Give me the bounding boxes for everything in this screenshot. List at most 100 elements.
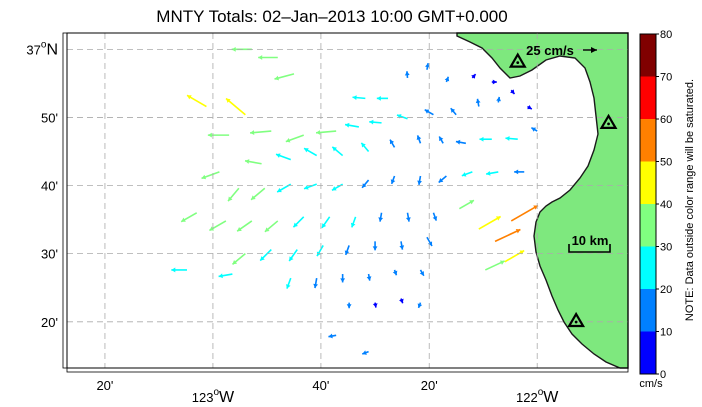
current-vector xyxy=(378,212,384,222)
colorbar-tick-label-5: 50 xyxy=(660,157,672,169)
colorbar-tick-label-0: 0 xyxy=(660,369,666,381)
current-vector xyxy=(313,277,319,289)
current-vector xyxy=(264,220,279,233)
current-vector xyxy=(404,71,410,79)
current-vector xyxy=(231,252,246,266)
current-vector xyxy=(505,136,518,141)
colorbar-tick-label-7: 70 xyxy=(660,72,672,84)
current-vector xyxy=(207,132,230,138)
current-vector xyxy=(527,104,533,110)
map-grid xyxy=(67,33,628,368)
station-markers xyxy=(508,52,618,328)
x-tick-label-1: 123oW xyxy=(192,387,235,406)
map-area xyxy=(62,32,629,373)
current-vector xyxy=(450,107,457,116)
current-vector xyxy=(321,216,331,229)
current-vector xyxy=(285,134,304,143)
current-vector xyxy=(389,139,396,148)
current-vector xyxy=(432,212,438,221)
current-vector xyxy=(361,350,369,355)
x-tick-label-2: 40' xyxy=(312,378,329,393)
current-vector xyxy=(458,199,475,210)
current-vector xyxy=(201,171,220,180)
y-tick-label-3: 30' xyxy=(41,247,58,262)
current-vector xyxy=(372,302,378,308)
colorbar-tick-label-1: 10 xyxy=(660,327,672,339)
current-vector xyxy=(344,245,350,256)
station-marker-2 xyxy=(567,311,586,328)
current-vector xyxy=(461,171,473,177)
colorbar-note: NOTE: Data outside color range will be s… xyxy=(684,79,696,321)
x-axis-labels: 20' 123oW 40' 20' 122oW xyxy=(96,378,559,406)
current-vector xyxy=(376,95,389,101)
current-vector xyxy=(390,175,396,185)
colorbar-tick-label-4: 40 xyxy=(660,199,672,211)
current-vector xyxy=(369,119,382,125)
current-vector xyxy=(275,153,292,161)
reference-vector-label: 25 cm/s xyxy=(526,43,574,58)
colorbar-tick-label-3: 30 xyxy=(660,242,672,254)
current-vector xyxy=(417,302,423,309)
land-mass xyxy=(456,32,629,369)
current-vector xyxy=(244,159,262,165)
current-vector xyxy=(303,147,318,157)
reference-vector: 25 cm/s xyxy=(526,43,597,58)
current-vector xyxy=(455,139,467,145)
station-marker-0 xyxy=(508,52,527,68)
y-axis-labels: 37oN 50' 40' 30' 20' xyxy=(26,39,58,329)
current-vector xyxy=(484,260,505,271)
current-vector xyxy=(186,94,207,108)
current-vector xyxy=(303,183,317,190)
current-vector xyxy=(227,187,240,202)
station-marker-1 xyxy=(599,113,618,129)
colorbar-segment xyxy=(640,161,656,204)
current-vector xyxy=(288,249,298,262)
map-frame-left-ticks xyxy=(62,32,68,369)
current-vector xyxy=(494,228,521,243)
y-tick-label-1: 50' xyxy=(41,111,58,126)
current-vector xyxy=(286,277,292,289)
current-vector xyxy=(180,212,198,223)
current-vector xyxy=(396,114,408,120)
current-vector xyxy=(504,249,525,263)
current-vector xyxy=(361,179,370,189)
y-tick-label-0: 37oN xyxy=(26,39,58,58)
current-vector xyxy=(372,241,378,251)
current-vector xyxy=(486,170,499,176)
figure-title: MNTY Totals: 02–Jan–2013 10:00 GMT+0.000 xyxy=(156,7,507,26)
current-vector xyxy=(510,204,539,222)
colorbar-unit: cm/s xyxy=(639,378,663,390)
current-vector xyxy=(360,142,370,152)
current-vector xyxy=(236,220,253,232)
scale-bar-label: 10 km xyxy=(572,233,609,248)
scale-bar: 10 km xyxy=(568,233,611,253)
current-vector xyxy=(315,130,337,135)
current-vector xyxy=(438,175,447,184)
current-vector xyxy=(259,248,272,262)
ocean-area xyxy=(67,33,628,368)
colorbar: 0 10 20 30 40 50 60 70 80 xyxy=(639,29,672,381)
colorbar-segment xyxy=(640,204,656,247)
current-vector xyxy=(218,273,233,279)
current-vector xyxy=(417,175,422,185)
colorbar-segment xyxy=(640,331,656,374)
current-vector xyxy=(344,122,359,128)
current-vector xyxy=(352,95,366,100)
current-vector xyxy=(331,146,344,157)
current-vector xyxy=(274,73,295,81)
current-vector xyxy=(292,216,305,228)
current-vector xyxy=(328,333,337,339)
current-vector xyxy=(510,89,516,95)
colorbar-segment xyxy=(640,246,656,289)
current-vector xyxy=(346,302,352,309)
scale-bar-line xyxy=(568,244,611,253)
reference-arrow-head xyxy=(591,47,597,53)
current-vector xyxy=(350,216,357,228)
current-vector xyxy=(426,236,433,247)
current-vector xyxy=(424,108,434,116)
current-vector xyxy=(471,73,477,79)
y-tick-label-4: 20' xyxy=(41,315,58,330)
current-vector xyxy=(530,126,538,132)
current-vector xyxy=(250,187,266,201)
colorbar-segment xyxy=(640,119,656,162)
